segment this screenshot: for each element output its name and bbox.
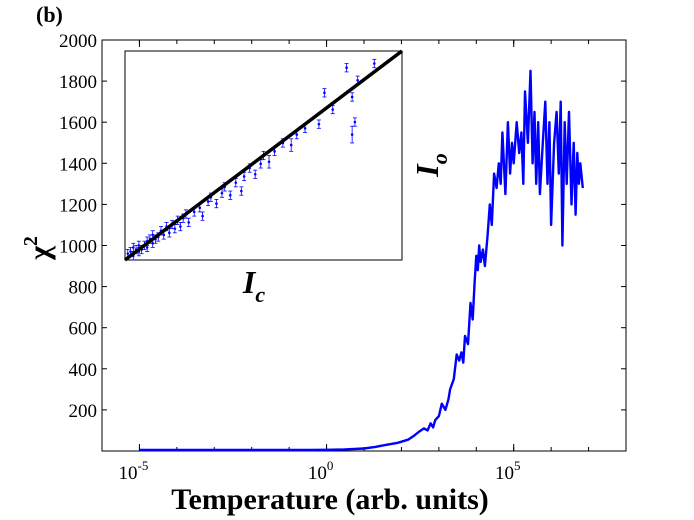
data-point — [350, 92, 355, 102]
point-marker — [345, 66, 348, 70]
point-marker — [317, 122, 321, 126]
point-marker — [126, 252, 130, 256]
data-point — [289, 138, 294, 152]
inset-y-axis-title-subscript: o — [427, 153, 452, 164]
data-point — [214, 198, 219, 209]
x-tick-label: 10-5 — [119, 458, 149, 484]
data-point — [239, 186, 244, 196]
point-marker — [206, 200, 210, 203]
x-tick-label-base: 10 — [495, 463, 514, 484]
y-tick-label: 1400 — [59, 154, 97, 175]
x-tick-label-base: 10 — [119, 463, 138, 484]
y-tick-label: 1000 — [59, 237, 97, 258]
inset-x-axis-title-subscript: c — [255, 282, 265, 307]
inset-plot: Ic Io — [123, 49, 452, 307]
x-axis-title: Temperature (arb. units) — [171, 483, 489, 516]
x-tick-label: 100 — [308, 458, 334, 484]
point-marker — [220, 191, 224, 195]
data-point — [267, 155, 272, 169]
point-marker — [137, 244, 141, 247]
data-point — [350, 125, 355, 144]
point-marker — [356, 78, 359, 82]
main-x-axis: 10-5 100 105 — [101, 40, 627, 484]
point-marker — [253, 173, 257, 176]
y-axis-title-superscript: 2 — [20, 236, 42, 246]
data-point — [322, 88, 327, 98]
y-axis-title: χ2 — [20, 236, 56, 261]
y-tick-label: 1200 — [59, 195, 97, 216]
point-marker — [353, 120, 357, 124]
point-marker — [240, 189, 243, 193]
point-marker — [192, 210, 196, 214]
inset-y-axis-title-symbol: I — [409, 163, 445, 178]
point-marker — [228, 193, 232, 197]
point-marker — [273, 150, 276, 153]
data-point — [200, 211, 205, 221]
inset-x-axis-title: Ic — [242, 264, 265, 307]
point-marker — [201, 214, 204, 218]
y-tick-label: 1600 — [59, 113, 97, 134]
point-marker — [259, 162, 263, 166]
point-marker — [132, 246, 135, 249]
data-point — [253, 169, 258, 179]
data-point — [372, 58, 377, 69]
y-axis-title-symbol: χ — [23, 245, 56, 261]
point-marker — [350, 95, 354, 99]
data-point — [344, 63, 349, 73]
point-marker — [289, 143, 293, 147]
series-line — [139, 69, 584, 452]
point-marker — [187, 221, 191, 224]
y-tick-label: 1800 — [59, 72, 97, 93]
point-marker — [129, 250, 132, 253]
data-point — [186, 217, 191, 227]
point-marker — [234, 181, 238, 184]
point-marker — [179, 225, 182, 228]
x-tick-label: 105 — [495, 458, 521, 484]
x-tick-label-base: 10 — [308, 463, 327, 484]
main-y-axis: 200 400 600 800 1000 1200 1400 1600 1800 2000 — [59, 31, 626, 422]
point-marker — [303, 127, 307, 130]
point-marker — [173, 227, 177, 230]
point-marker — [331, 108, 335, 111]
panel-label: (b) — [36, 2, 63, 27]
point-marker — [151, 233, 154, 237]
inset-y-axis-title: Io — [409, 153, 452, 177]
point-marker — [350, 133, 354, 136]
point-marker — [198, 206, 202, 210]
point-marker — [295, 133, 299, 136]
point-marker — [242, 175, 246, 178]
point-marker — [145, 246, 149, 249]
y-tick-label: 800 — [69, 278, 98, 299]
x-tick-label-exponent: 5 — [514, 458, 521, 473]
y-tick-label: 400 — [69, 360, 98, 381]
data-point — [131, 242, 136, 253]
inset-x-axis-title-symbol: I — [242, 264, 257, 300]
inset-fit-line — [123, 49, 404, 262]
point-marker — [267, 160, 271, 164]
point-marker — [373, 62, 376, 65]
point-marker — [151, 241, 154, 245]
data-point — [316, 119, 321, 129]
point-marker — [215, 202, 218, 205]
y-tick-label: 600 — [69, 319, 98, 340]
y-tick-label: 2000 — [59, 31, 97, 52]
point-marker — [162, 233, 166, 237]
x-tick-label-exponent: 0 — [327, 458, 334, 473]
point-marker — [168, 231, 171, 235]
data-point — [352, 117, 357, 127]
data-point — [228, 190, 233, 200]
point-marker — [323, 91, 326, 95]
y-tick-label: 200 — [69, 401, 98, 422]
x-tick-label-exponent: -5 — [138, 458, 149, 473]
